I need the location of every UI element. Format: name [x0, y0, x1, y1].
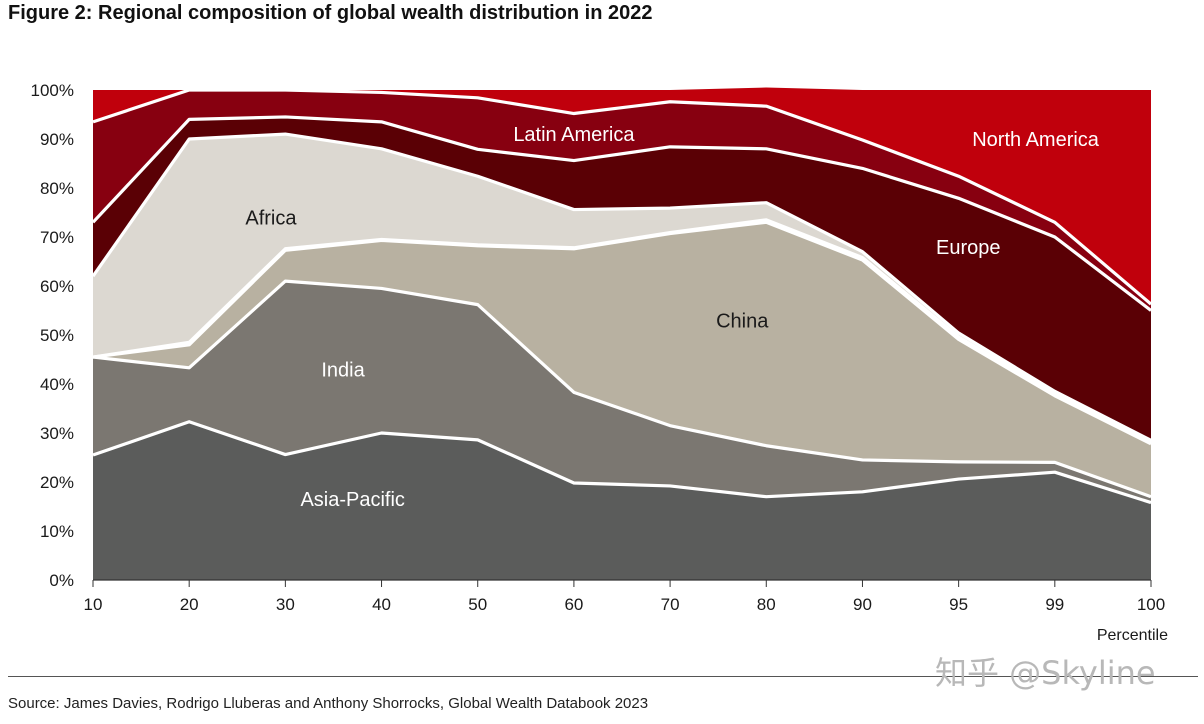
x-tick-label: 20	[180, 595, 199, 614]
y-tick-label: 0%	[49, 571, 74, 590]
y-tick-label: 60%	[40, 277, 74, 296]
x-tick-label: 60	[564, 595, 583, 614]
x-tick-label: 99	[1045, 595, 1064, 614]
boundary-line-1	[92, 420, 1152, 505]
boundary-line-4	[92, 218, 1152, 444]
chart-areas	[93, 87, 1151, 580]
boundary-line-2	[92, 279, 1152, 499]
x-tick-label: 10	[84, 595, 103, 614]
area-label-asia-pacific: Asia-Pacific	[300, 489, 404, 511]
area-north-america	[93, 87, 1151, 305]
area-band-5	[93, 116, 1151, 441]
area-label-india: India	[321, 359, 365, 381]
watermark: 知乎 @Skyline	[935, 654, 1156, 692]
y-tick-label: 100%	[31, 81, 74, 100]
chart-boundary-lines	[91, 88, 1153, 505]
stacked-area-chart: 10 20 30 40 50 60 70 80 90 95 99 100 0% 10% 20% 30% 40% 5…	[31, 81, 1169, 644]
y-tick-label: 40%	[40, 375, 74, 394]
x-tick-label: 30	[276, 595, 295, 614]
x-tick-label: 50	[468, 595, 487, 614]
area-africa	[93, 134, 1151, 442]
source-note: Source: James Davies, Rodrigo Lluberas a…	[8, 695, 649, 712]
area-label-africa: Africa	[245, 207, 297, 229]
y-tick-label: 50%	[40, 326, 74, 345]
x-axis-label: Percentile	[1097, 627, 1168, 644]
boundary-line-7	[92, 88, 1153, 306]
y-tick-label: 70%	[40, 228, 74, 247]
boundary-line-6	[91, 115, 1152, 312]
x-tick-label: 80	[757, 595, 776, 614]
y-tick-label: 10%	[40, 522, 74, 541]
y-tick-label: 20%	[40, 473, 74, 492]
y-tick-label: 80%	[40, 179, 74, 198]
chart-area-labels: Asia-Pacific India China Africa Europe Latin …	[245, 124, 1099, 511]
area-label-north-america: North America	[972, 129, 1100, 151]
area-label-europe: Europe	[936, 237, 1001, 259]
chart-axes: 10 20 30 40 50 60 70 80 90 95 99 100 0% 10% 20% 30% 40% 5…	[31, 81, 1169, 644]
boundary-line-5	[91, 132, 1152, 442]
area-latin-america	[93, 90, 1151, 311]
x-tick-label: 40	[372, 595, 391, 614]
y-tick-label: 90%	[40, 130, 74, 149]
area-india	[93, 281, 1151, 503]
x-tick-label: 100	[1137, 595, 1165, 614]
area-label-latin-america: Latin America	[513, 124, 635, 146]
y-tick-label: 30%	[40, 424, 74, 443]
area-label-china: China	[716, 310, 769, 332]
x-tick-label: 90	[853, 595, 872, 614]
footer-rule	[8, 676, 1198, 677]
figure-title: Figure 2: Regional composition of global…	[8, 2, 653, 24]
area-band-2	[93, 222, 1151, 497]
x-tick-label: 70	[661, 595, 680, 614]
area-asia-pacific	[93, 421, 1151, 580]
x-tick-label: 95	[949, 595, 968, 614]
